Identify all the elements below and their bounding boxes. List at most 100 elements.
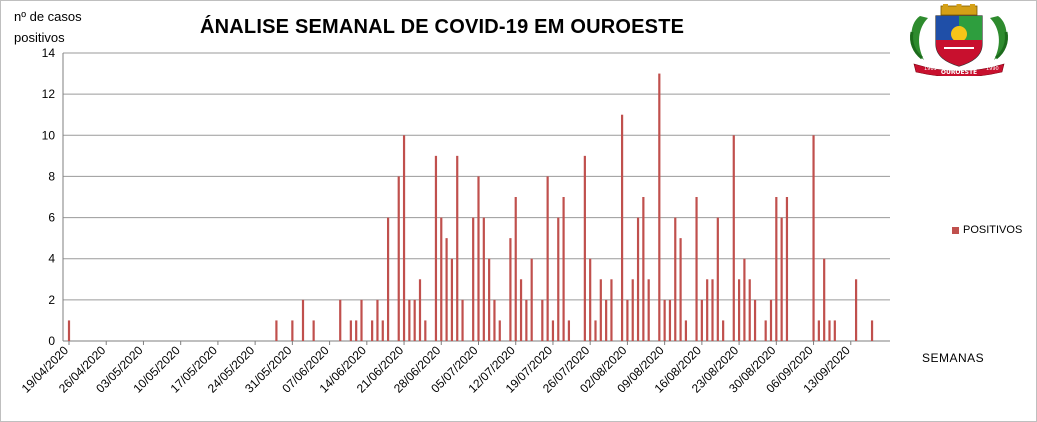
bar (498, 320, 501, 341)
bar (700, 299, 703, 341)
bar (737, 279, 741, 341)
bar (764, 320, 767, 341)
bar (557, 217, 560, 341)
bar (854, 279, 858, 341)
bar (679, 238, 682, 341)
bar (870, 320, 874, 341)
bar (684, 320, 688, 341)
y-tick-label: 6 (48, 211, 55, 225)
bar (450, 258, 454, 341)
y-tick-label: 8 (48, 169, 55, 183)
bar (817, 320, 820, 341)
bar (514, 197, 517, 341)
bar (546, 176, 549, 341)
y-tick-label: 14 (42, 46, 56, 60)
svg-text:OUROESTE: OUROESTE (941, 69, 977, 76)
y-tick-labels: 0 2 4 6 8 10 12 14 (42, 46, 56, 348)
bar (642, 197, 645, 341)
bar (583, 155, 586, 341)
municipal-coat-of-arms-logo: 1961 OUROESTE 1990 (910, 4, 1008, 76)
bar (636, 217, 640, 341)
y-tick-label: 10 (42, 128, 56, 142)
bar (753, 299, 757, 341)
bar (706, 279, 709, 341)
bar (663, 299, 666, 341)
bar (674, 217, 677, 341)
bar (732, 135, 735, 341)
bar (594, 320, 597, 341)
bar (488, 258, 491, 341)
bar (711, 279, 714, 341)
bar (67, 320, 71, 341)
bar (408, 299, 411, 341)
svg-text:1961: 1961 (924, 66, 937, 72)
bar (812, 135, 815, 341)
bar (668, 299, 672, 341)
bar (626, 299, 629, 341)
bar (371, 320, 374, 341)
bar (833, 320, 836, 341)
bar (456, 155, 459, 341)
bar (434, 155, 438, 341)
bar (695, 197, 698, 341)
bar (376, 299, 379, 341)
bar (477, 176, 480, 341)
bar (647, 279, 650, 341)
bar (418, 279, 422, 341)
bar (381, 320, 384, 341)
bar (775, 197, 778, 341)
bar (562, 197, 565, 341)
y-tick-label: 12 (42, 87, 56, 101)
y-tick-label: 2 (48, 293, 55, 307)
bar (823, 258, 826, 341)
bar (722, 320, 725, 341)
bar (631, 279, 634, 341)
y-tick-label: 0 (48, 334, 55, 348)
legend: POSITIVOS (952, 224, 1022, 236)
y-tick-label: 4 (48, 252, 55, 266)
bar (567, 320, 571, 341)
bar (360, 299, 363, 341)
bar (291, 320, 294, 341)
bar (509, 238, 512, 341)
bar (482, 217, 485, 341)
bar (716, 217, 719, 341)
svg-text:1990: 1990 (986, 66, 999, 72)
bar (386, 217, 390, 341)
x-axis-title: SEMANAS (922, 351, 985, 365)
bar (355, 320, 358, 341)
bar (599, 279, 602, 341)
bar (493, 299, 496, 341)
bar (339, 299, 342, 341)
bar (620, 114, 624, 342)
bar (541, 299, 544, 341)
bar (445, 238, 448, 341)
legend-label: POSITIVOS (963, 224, 1023, 236)
bar (785, 197, 789, 341)
bar (828, 320, 831, 341)
bar (402, 135, 406, 341)
bar (312, 320, 315, 341)
bar (301, 299, 305, 341)
bar (275, 320, 278, 341)
bar (525, 299, 528, 341)
bar (424, 320, 427, 341)
x-tick-labels: 19/04/202026/04/202003/05/202010/05/2020… (19, 341, 853, 396)
y-axis-title: nº de casos positivos (14, 9, 82, 45)
bar (748, 279, 751, 341)
bar (605, 299, 608, 341)
bar (769, 299, 773, 341)
bar (461, 299, 464, 341)
bar (780, 217, 783, 341)
bar (658, 73, 661, 341)
bar (743, 258, 746, 341)
bar (440, 217, 443, 341)
bar (413, 299, 416, 341)
bar (472, 217, 475, 341)
bar (530, 258, 533, 341)
bar (349, 320, 352, 341)
bar (610, 279, 613, 341)
bar (589, 258, 592, 341)
legend-swatch (952, 226, 959, 234)
